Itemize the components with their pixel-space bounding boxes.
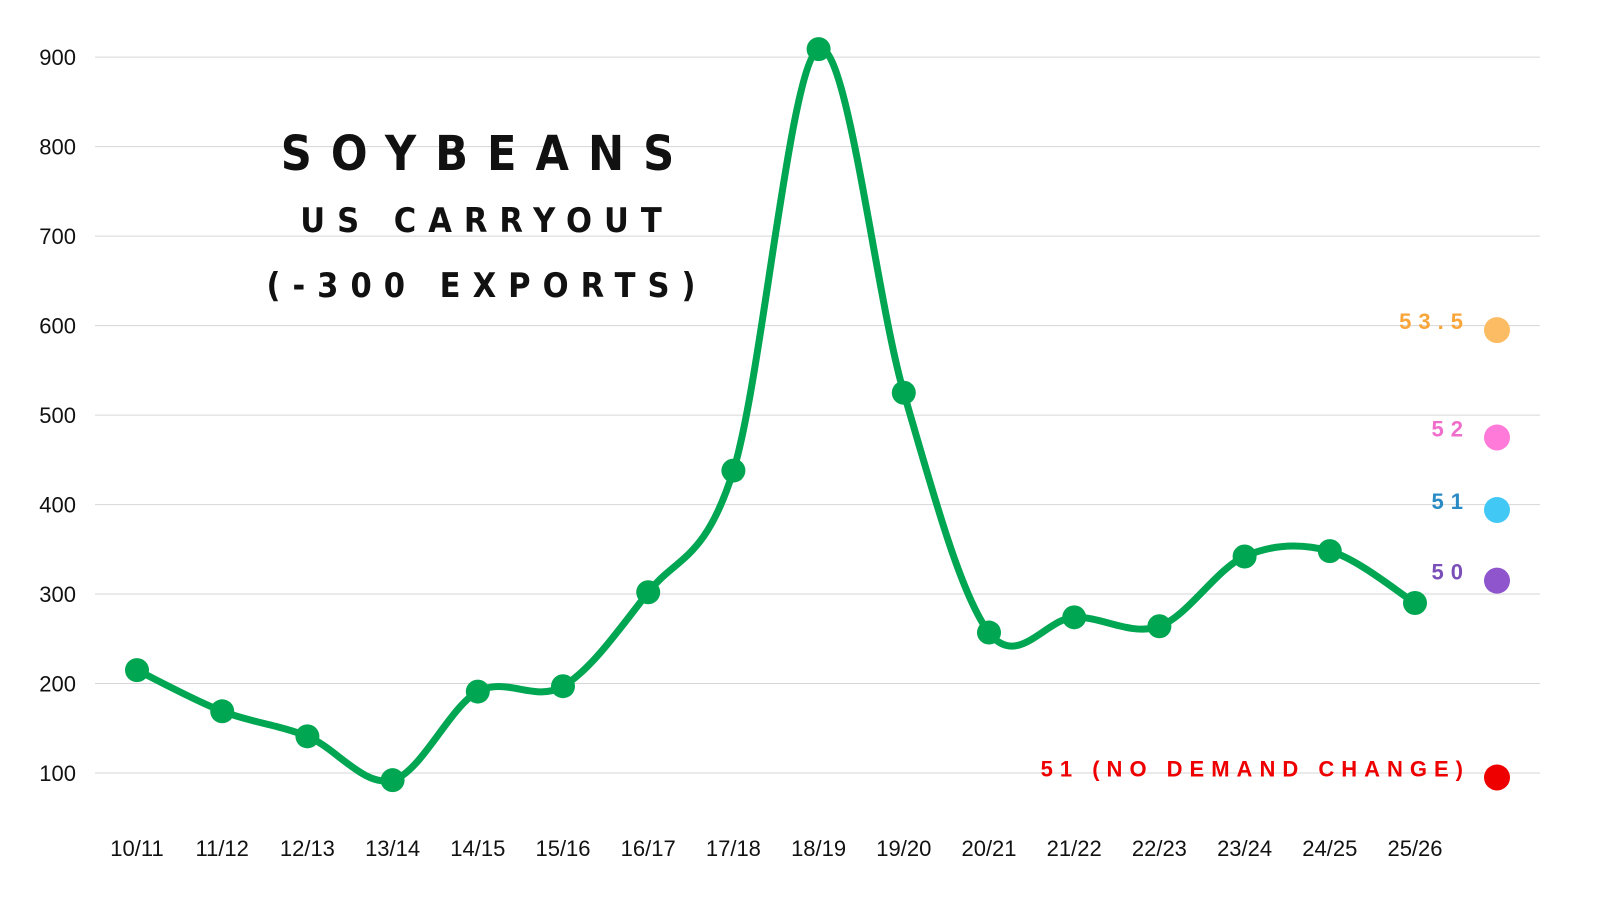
scenario-dot-50: [1484, 567, 1510, 594]
x-tick-label-25-26: 25/26: [1387, 836, 1442, 861]
x-axis-ticks: 10/11 11/12 12/13 13/14 14/15 15/16 16/17 17/18…: [110, 836, 1442, 861]
data-point-25-26: [1403, 591, 1427, 616]
y-tick-label-800: 800: [39, 135, 76, 160]
scenario-dot-51: [1484, 496, 1510, 523]
scenario-label-52: 52: [1432, 416, 1470, 441]
x-tick-label-15-16: 15/16: [535, 836, 590, 861]
chart-title: SOYBEANS: [281, 126, 693, 182]
data-point-24-25: [1317, 539, 1342, 564]
scenario-label-50: 50: [1432, 560, 1470, 585]
data-point-22-23: [1147, 614, 1172, 639]
y-tick-label-200: 200: [39, 672, 76, 697]
x-tick-label-22-23: 22/23: [1132, 836, 1187, 861]
scenario-label-53-5: 53.5: [1399, 309, 1470, 334]
y-tick-label-300: 300: [39, 582, 76, 607]
x-tick-label-14-15: 14/15: [450, 836, 505, 861]
x-tick-label-19-20: 19/20: [876, 836, 931, 861]
data-point-11-12: [210, 699, 235, 724]
x-tick-label-21-22: 21/22: [1047, 836, 1102, 861]
chart-subtitle-line-1: US CARRYOUT: [300, 201, 674, 241]
data-point-16-17: [636, 580, 661, 605]
chart-subtitle-line-2: (-300 EXPORTS): [267, 266, 708, 306]
y-tick-label-600: 600: [39, 314, 76, 339]
title-block: SOYBEANS US CARRYOUT (-300 EXPORTS): [267, 126, 708, 306]
data-point-20-21: [977, 620, 1001, 645]
data-point-18-19: [806, 37, 831, 62]
data-point-23-24: [1232, 544, 1257, 569]
scenario-markers: 53.5 52 51 50 51 (NO DEMAND CHANGE): [1041, 309, 1510, 791]
data-point-15-16: [551, 674, 575, 699]
x-tick-label-23-24: 23/24: [1217, 836, 1272, 861]
y-tick-label-900: 900: [39, 45, 76, 70]
scenario-dot-52: [1484, 424, 1510, 451]
data-point-12-13: [295, 724, 320, 749]
data-point-19-20: [891, 380, 916, 405]
scenario-dot-53-5: [1484, 317, 1510, 344]
scenario-label-51: 51: [1432, 489, 1470, 514]
scenario-dot-51-no-demand-change: [1484, 764, 1510, 791]
data-point-17-18: [721, 458, 746, 483]
x-tick-label-12-13: 12/13: [280, 836, 335, 861]
y-axis-ticks: 100 200 300 400 500 600 700 800 900: [39, 45, 76, 786]
scenario-label-51-no-demand-change: 51 (NO DEMAND CHANGE): [1041, 756, 1470, 781]
x-tick-label-24-25: 24/25: [1302, 836, 1357, 861]
x-tick-label-11-12: 11/12: [195, 836, 248, 861]
x-tick-label-10-11: 10/11: [110, 836, 163, 861]
x-tick-label-17-18: 17/18: [706, 836, 761, 861]
x-tick-label-13-14: 13/14: [365, 836, 420, 861]
x-tick-label-16-17: 16/17: [621, 836, 676, 861]
x-tick-label-18-19: 18/19: [791, 836, 846, 861]
y-tick-label-700: 700: [39, 224, 76, 249]
series-group: [125, 37, 1427, 793]
data-point-14-15: [465, 679, 490, 704]
data-point-21-22: [1062, 605, 1087, 630]
data-point-10-11: [125, 658, 149, 683]
x-tick-label-20-21: 20/21: [961, 836, 1016, 861]
y-tick-label-100: 100: [39, 761, 76, 786]
y-tick-label-400: 400: [39, 493, 76, 518]
data-point-13-14: [380, 768, 405, 793]
y-tick-label-500: 500: [39, 403, 76, 428]
